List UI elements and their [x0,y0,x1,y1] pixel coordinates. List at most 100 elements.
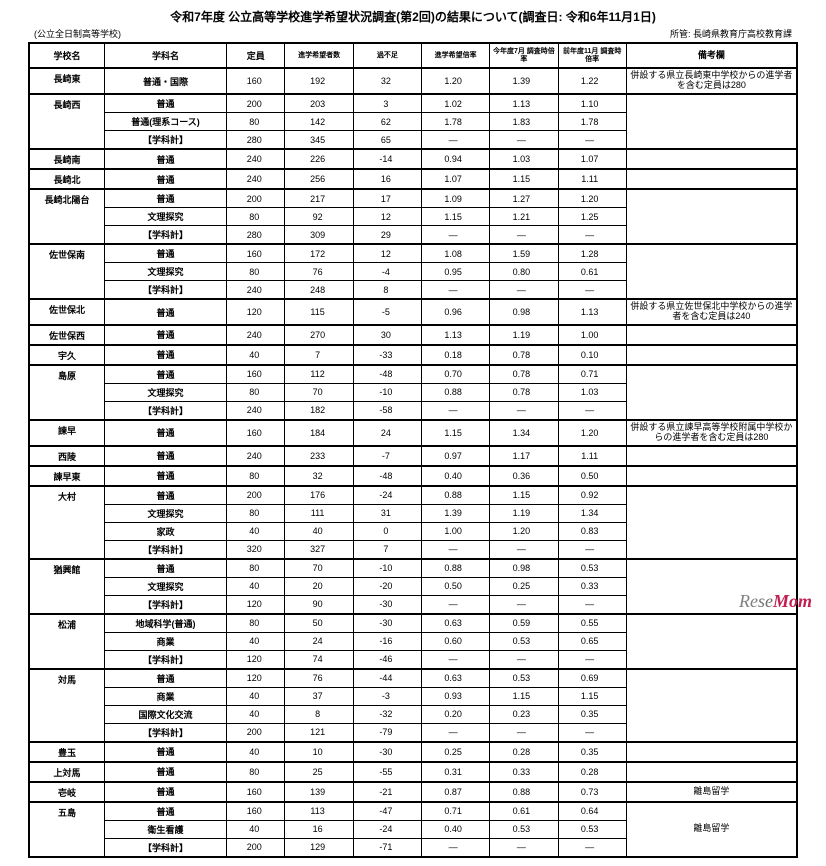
cell-applicants: 182 [285,401,353,420]
cell-rate: 1.07 [422,169,490,189]
cell-rate: 1.02 [422,94,490,113]
cell-applicants: 32 [285,466,353,486]
th-diff: 過不足 [353,43,421,68]
cell-rate: — [422,540,490,559]
cell-rate: 0.94 [422,149,490,169]
cell-rate-jul: 0.33 [490,762,558,782]
cell-rate: 0.70 [422,365,490,384]
cell-applicants: 10 [285,742,353,762]
cell-applicants: 24 [285,632,353,650]
cell-dept: 普通 [105,299,227,325]
cell-diff: -32 [353,705,421,723]
cell-diff: 62 [353,113,421,131]
cell-rate: 0.25 [422,742,490,762]
table-row: 五島普通160113-470.710.610.64離島留学 [29,802,797,821]
cell-rate: 0.93 [422,687,490,705]
cell-applicants: 309 [285,226,353,245]
cell-diff: 24 [353,420,421,446]
table-row: 島原普通160112-480.700.780.71 [29,365,797,384]
cell-capacity: 160 [226,244,285,263]
watermark-re: Re [739,591,758,611]
cell-rate-jul: 0.36 [490,466,558,486]
cell-dept: 普通 [105,559,227,578]
cell-rate-jul: — [490,281,558,300]
th-rate-prev: 前年度11月 調査時倍率 [558,43,626,68]
cell-rate-prev: — [558,281,626,300]
subtitle-left: (公立全日制高等学校) [34,27,121,40]
cell-rate-prev: 1.15 [558,687,626,705]
cell-rate-prev: 0.69 [558,669,626,688]
cell-applicants: 112 [285,365,353,384]
cell-remark: 併設する県立佐世保北中学校からの進学者を含む定員は240 [626,299,797,325]
table-row: 西陵普通240233-70.971.171.11 [29,446,797,466]
cell-applicants: 129 [285,838,353,857]
cell-capacity: 320 [226,540,285,559]
cell-dept: 商業 [105,632,227,650]
cell-remark [626,244,797,299]
cell-capacity: 80 [226,466,285,486]
cell-capacity: 240 [226,401,285,420]
cell-rate: 0.31 [422,762,490,782]
cell-remark [626,446,797,466]
cell-capacity: 280 [226,131,285,150]
cell-applicants: 226 [285,149,353,169]
cell-school: 五島 [29,802,105,857]
cell-applicants: 233 [285,446,353,466]
cell-rate: 0.96 [422,299,490,325]
cell-dept: 国際文化交流 [105,705,227,723]
table-row: 佐世保北普通120115-50.960.981.13併設する県立佐世保北中学校か… [29,299,797,325]
cell-rate-prev: 1.10 [558,94,626,113]
cell-applicants: 139 [285,782,353,802]
cell-dept: 【学科計】 [105,838,227,857]
cell-dept: 文理探究 [105,577,227,595]
cell-rate: — [422,226,490,245]
cell-rate: 0.71 [422,802,490,821]
cell-rate-prev: 0.61 [558,263,626,281]
cell-rate-prev: 1.13 [558,299,626,325]
cell-school: 島原 [29,365,105,420]
cell-remark: 併設する県立諫早高等学校附属中学校からの進学者を含む定員は280 [626,420,797,446]
th-school: 学校名 [29,43,105,68]
cell-capacity: 240 [226,149,285,169]
cell-diff: -58 [353,401,421,420]
cell-applicants: 76 [285,669,353,688]
subtitle-right: 所管: 長崎県教育庁高校教育課 [670,27,792,40]
cell-applicants: 115 [285,299,353,325]
cell-rate-prev: 1.11 [558,169,626,189]
cell-rate: — [422,595,490,614]
cell-applicants: 121 [285,723,353,742]
watermark-mom: Mom [773,591,812,611]
cell-applicants: 184 [285,420,353,446]
cell-dept: 地域科学(普通) [105,614,227,633]
cell-applicants: 203 [285,94,353,113]
watermark-se: se [758,591,773,611]
cell-dept: 普通 [105,169,227,189]
cell-rate-jul: — [490,838,558,857]
cell-school: 西陵 [29,446,105,466]
cell-rate-prev: 1.00 [558,325,626,345]
cell-rate: — [422,723,490,742]
cell-rate-jul: — [490,226,558,245]
cell-remark [626,345,797,365]
cell-capacity: 40 [226,742,285,762]
cell-applicants: 20 [285,577,353,595]
cell-diff: -47 [353,802,421,821]
cell-school: 長崎西 [29,94,105,149]
cell-dept: 普通 [105,742,227,762]
cell-rate-jul: 1.19 [490,325,558,345]
cell-rate-prev: 0.50 [558,466,626,486]
cell-diff: 0 [353,522,421,540]
cell-remark [626,169,797,189]
cell-rate-prev: 0.64 [558,802,626,821]
cell-capacity: 120 [226,299,285,325]
cell-capacity: 240 [226,281,285,300]
table-row: 長崎西普通20020331.021.131.10 [29,94,797,113]
cell-dept: 普通 [105,466,227,486]
cell-remark [626,189,797,244]
cell-diff: -14 [353,149,421,169]
cell-rate: 0.87 [422,782,490,802]
cell-rate-prev: — [558,595,626,614]
cell-rate: 0.50 [422,577,490,595]
cell-rate-prev: 1.20 [558,420,626,446]
cell-rate: — [422,838,490,857]
